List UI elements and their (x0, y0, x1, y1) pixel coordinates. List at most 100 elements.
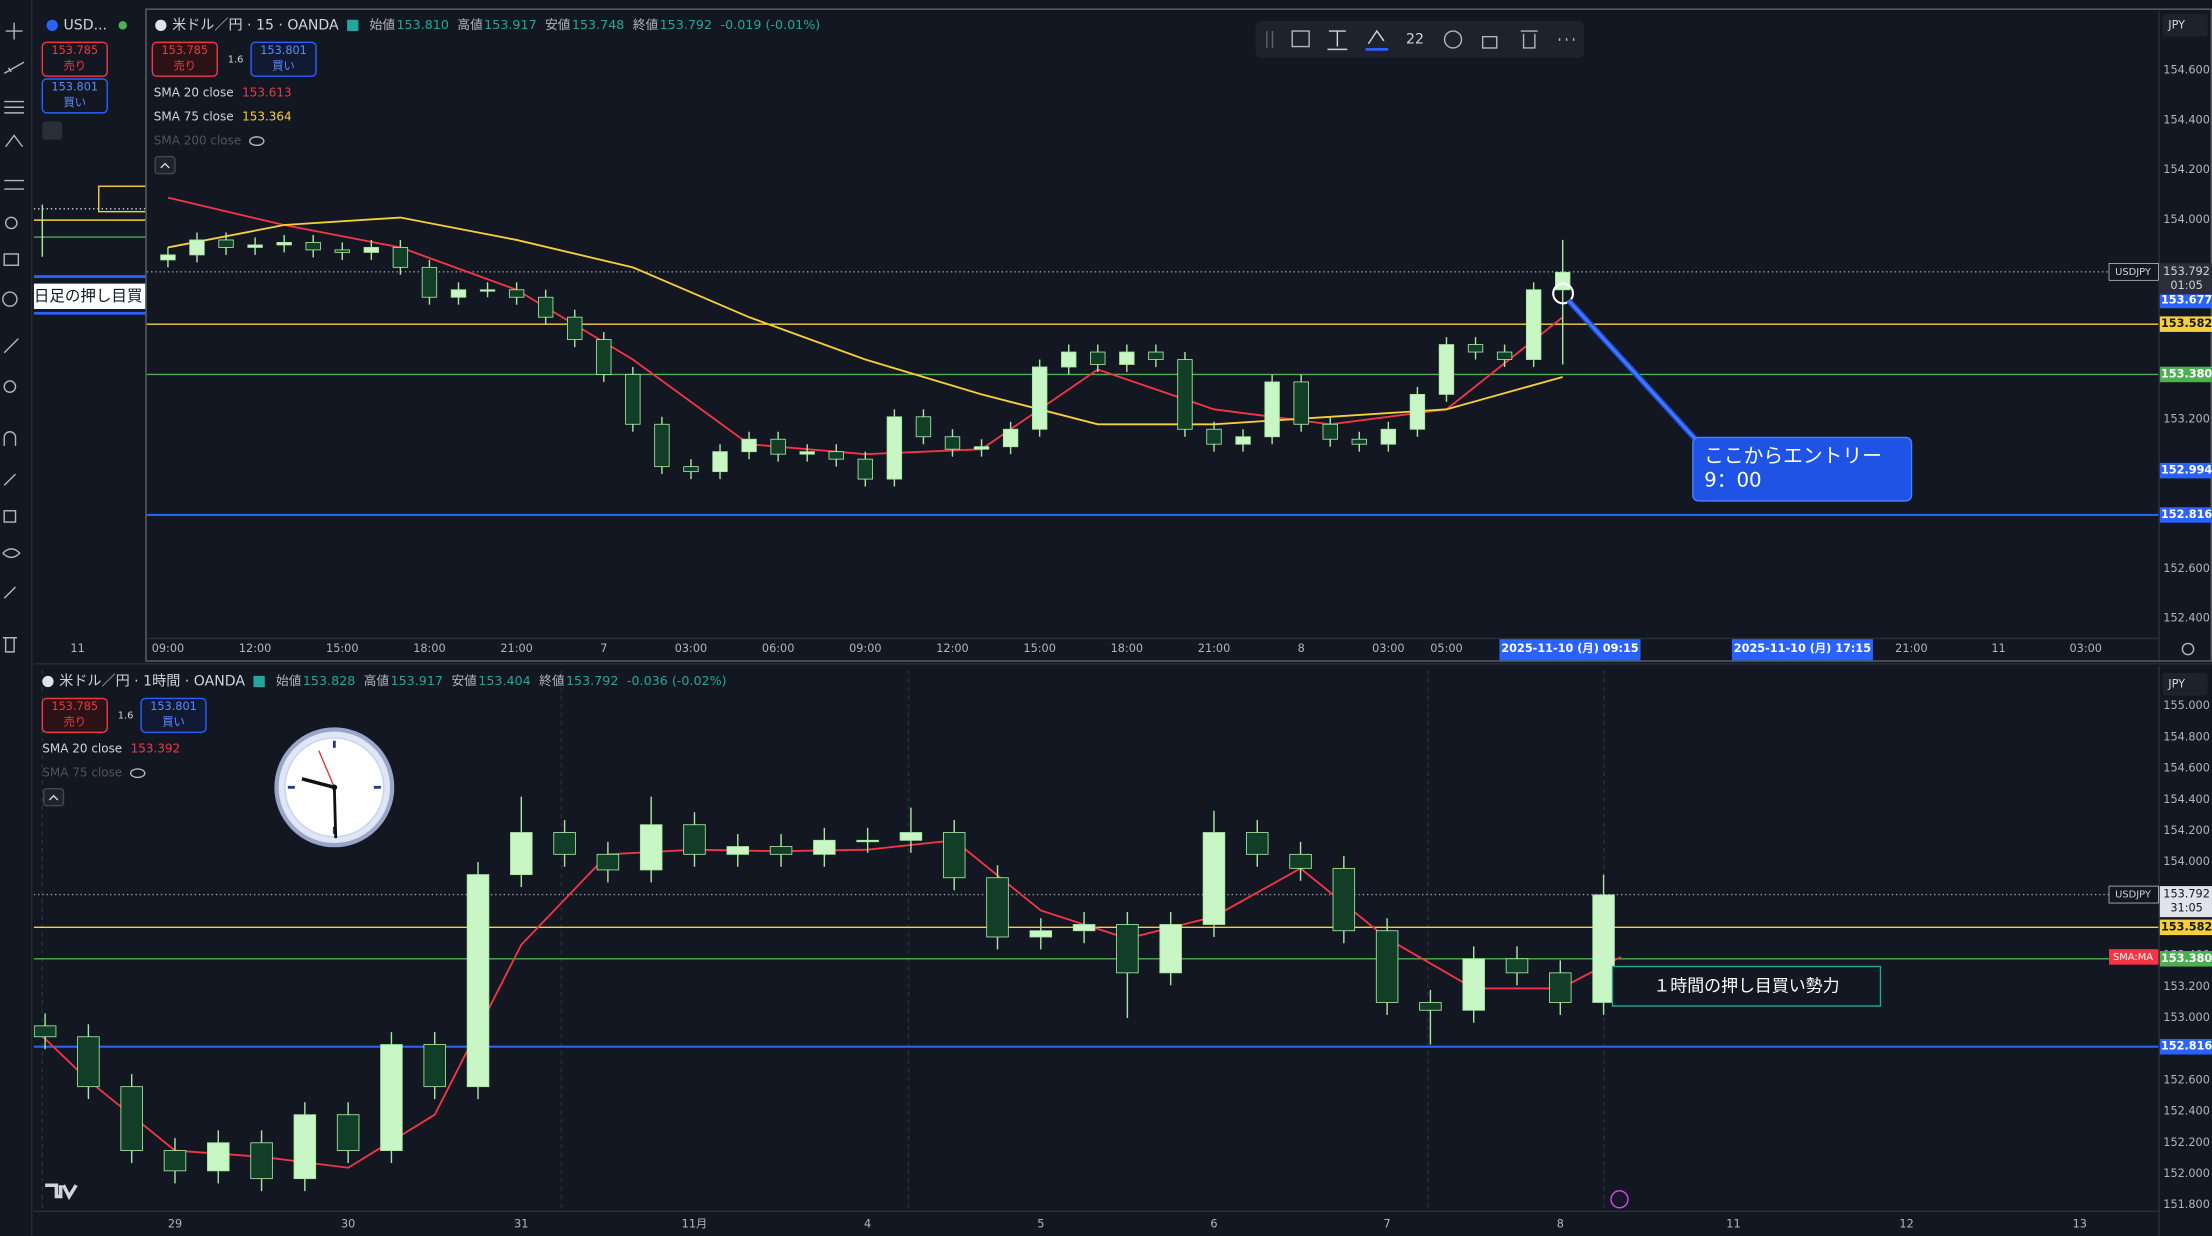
collapse-button[interactable] (154, 155, 176, 175)
price-tag-label: 152.994 (2161, 464, 2212, 477)
candle-body (770, 438, 786, 455)
layers-button[interactable] (42, 121, 63, 140)
candle-body (1061, 351, 1077, 368)
last-price-label: 153.792 (2163, 265, 2210, 278)
x-tick-label: 15:00 (326, 642, 358, 655)
measure-tool[interactable] (3, 338, 19, 354)
y-tick-label: 154.000 (2163, 213, 2210, 226)
countdown-label: 31:05 (2170, 902, 2202, 915)
lock-button[interactable] (1481, 35, 1498, 49)
collapse-icon (48, 794, 59, 801)
crosshair-time: 2025-11-10 (月) 17:15 (1734, 642, 1871, 655)
session-lines (41, 670, 1605, 1211)
indicator-value: 153.364 (242, 110, 292, 124)
sell-label: 売り (64, 715, 87, 728)
lock-tool[interactable] (3, 510, 17, 523)
y-tick-label: 154.600 (2163, 762, 2210, 775)
axis-settings[interactable] (2181, 642, 2195, 656)
candle-body (1202, 832, 1226, 925)
candle-body (421, 266, 438, 298)
line-color-button[interactable] (1327, 30, 1348, 51)
x-tick-label: 18:00 (413, 642, 445, 655)
font-size-button[interactable]: 22 (1406, 32, 1424, 48)
candle-body (276, 242, 292, 246)
template-button[interactable] (1291, 30, 1310, 48)
note-box[interactable] (1611, 965, 1882, 1007)
y-tick-label: 152.600 (2163, 562, 2210, 575)
candle-body (654, 423, 670, 468)
indicator-value: 153.613 (242, 86, 292, 100)
candle-body (1206, 428, 1222, 445)
trend-tool[interactable] (3, 61, 25, 74)
ohlc-label: 始値 (370, 17, 396, 32)
candle-body (726, 846, 750, 855)
zoom-tool[interactable] (3, 380, 17, 393)
x-tick-label: 4 (864, 1218, 871, 1231)
price-tag (2159, 316, 2212, 332)
ohlc-label: 始値 (276, 673, 302, 688)
sell-button[interactable] (41, 697, 108, 733)
mini-chart: 日足の押し目買 USD... 153.785 売り 153.801 買い 11 (33, 17, 146, 655)
price-tag (2159, 1038, 2212, 1055)
symbol-tag (2108, 263, 2159, 281)
collapse-icon (160, 162, 170, 169)
candle-body (1496, 351, 1513, 360)
market-status (253, 675, 265, 688)
trash-tool[interactable] (2, 637, 17, 653)
candle-body (683, 466, 699, 473)
settings-button[interactable] (1443, 30, 1463, 49)
callout-box[interactable] (1692, 436, 1913, 502)
emoji-tool[interactable] (2, 291, 18, 307)
symbol-tag-label: USDJPY (2115, 267, 2152, 278)
pattern-tool[interactable] (5, 134, 24, 148)
ohlc-label: 安値 (545, 17, 571, 32)
candle-body (250, 1142, 273, 1180)
buy-button[interactable] (250, 41, 317, 77)
sell-button[interactable] (41, 41, 108, 77)
y-tick-label: 154.400 (2163, 113, 2210, 126)
y-tick-label: 152.200 (2163, 1136, 2210, 1149)
buy-button[interactable] (140, 697, 207, 733)
x-tick-label: 18:00 (1111, 642, 1143, 655)
candle-body (1322, 423, 1338, 440)
candle-body (1419, 1002, 1442, 1011)
ohlc-value: 153.828 (303, 673, 355, 688)
forecast-tool[interactable] (4, 179, 24, 190)
delete-button[interactable] (1520, 30, 1538, 49)
entry-annotation: ここからエントリー 9：00 (1552, 282, 1913, 502)
x-tick-label: 11月 (682, 1218, 708, 1231)
shape-tool[interactable] (3, 253, 20, 266)
buy-button[interactable] (41, 78, 108, 114)
indicator-name: SMA 75 close (42, 766, 122, 780)
currency-button[interactable] (2162, 673, 2208, 696)
countdown-label: 01:05 (2170, 279, 2202, 292)
candle-body (1246, 832, 1269, 855)
geometry-tool[interactable] (4, 216, 18, 230)
candle-body (510, 832, 533, 876)
crosshair-tool[interactable] (5, 22, 23, 40)
visibility-tool[interactable] (2, 548, 21, 559)
currency-button[interactable] (2162, 14, 2208, 37)
sell-button[interactable] (151, 41, 218, 77)
drawing-toolbar: 22 (1255, 21, 1585, 58)
crosshair-time-bg (1499, 639, 1641, 661)
fib-tool[interactable] (4, 100, 24, 114)
x-tick-label: 06:00 (762, 642, 794, 655)
logo[interactable] (45, 1183, 78, 1201)
collapse-button[interactable] (43, 788, 65, 807)
candle-body (1525, 289, 1542, 360)
buy-label: 買い (64, 96, 87, 109)
price-tag-label: 153.380 (2161, 952, 2212, 965)
y-tick-label: 153.000 (2163, 1011, 2210, 1024)
lock-draw-tool[interactable] (3, 473, 17, 486)
drag-handle[interactable] (1266, 31, 1274, 48)
y-tick-label: 152.400 (2163, 612, 2210, 625)
event-marker[interactable] (1610, 1190, 1629, 1209)
link-tool[interactable] (3, 586, 17, 599)
candle-body (218, 239, 234, 248)
fill-button[interactable] (1367, 29, 1385, 45)
candle-body (1293, 381, 1309, 425)
magnet-tool[interactable] (3, 431, 17, 446)
candle-body (189, 239, 205, 256)
candle-body (1467, 344, 1484, 353)
